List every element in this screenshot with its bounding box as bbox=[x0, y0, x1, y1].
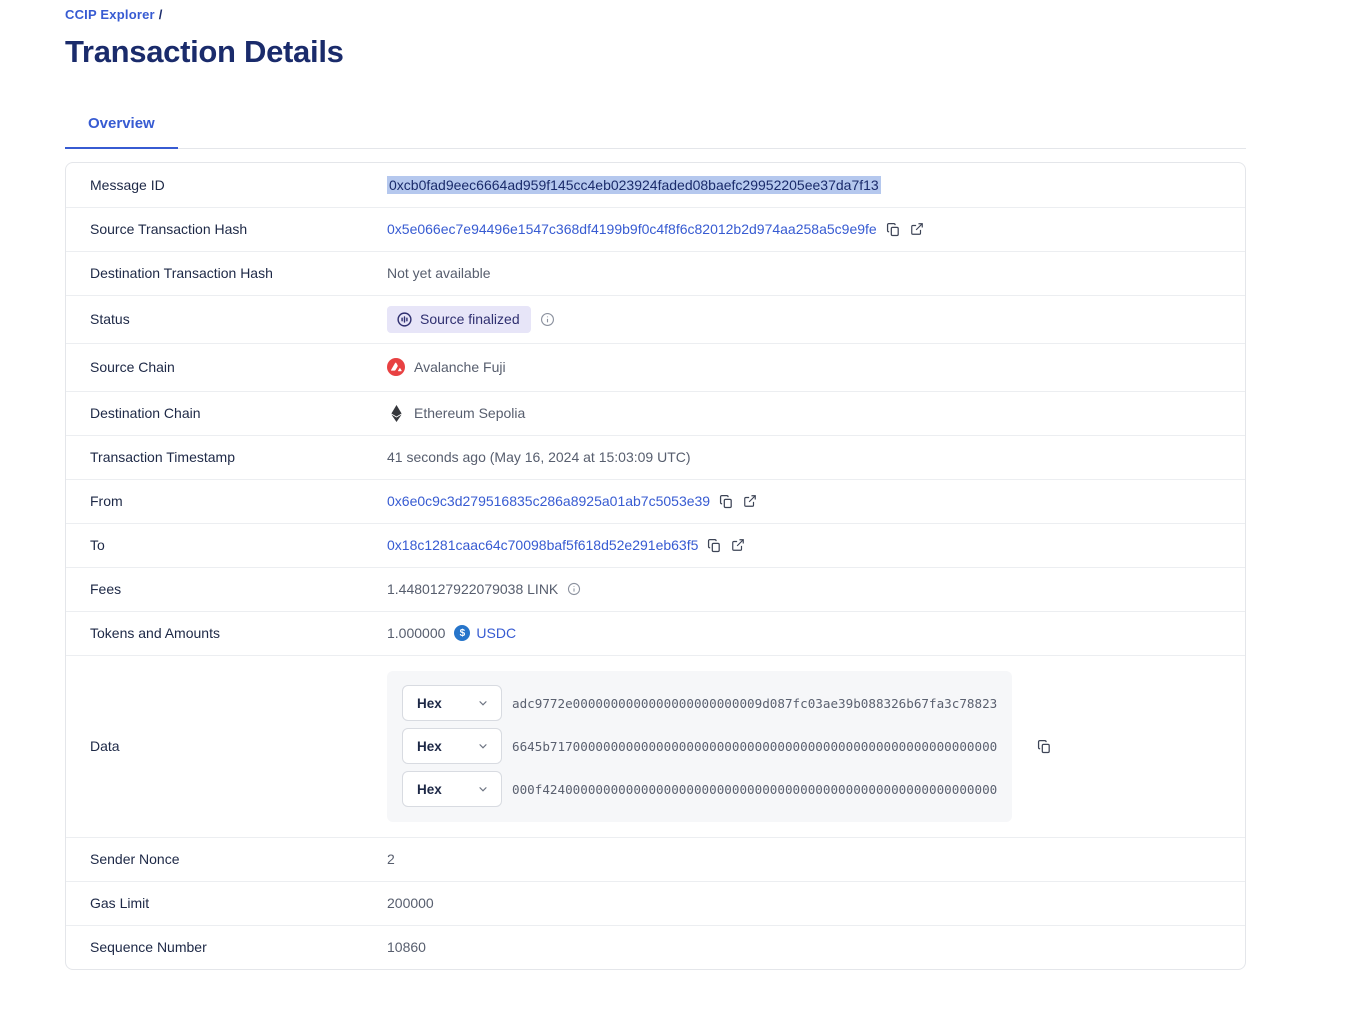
breadcrumb-separator: / bbox=[158, 7, 163, 22]
external-link-icon bbox=[731, 538, 745, 552]
data-label: Data bbox=[90, 738, 120, 755]
data-format-value: Hex bbox=[417, 695, 442, 711]
dest-chain-value: Ethereum Sepolia bbox=[414, 405, 526, 422]
row-sequence-number: Sequence Number 10860 bbox=[66, 924, 1245, 969]
status-progress-icon bbox=[396, 311, 413, 328]
details-table: Message ID 0xcb0fad9eec6664ad959f145cc4e… bbox=[65, 161, 1246, 970]
data-format-value: Hex bbox=[417, 738, 442, 754]
status-badge-text: Source finalized bbox=[420, 311, 520, 328]
info-icon bbox=[540, 312, 555, 327]
source-tx-hash-external-link-button[interactable] bbox=[910, 222, 924, 236]
page-title: Transaction Details bbox=[65, 34, 344, 69]
data-hex-line: 6645b71700000000000000000000000000000000… bbox=[512, 738, 998, 754]
data-format-select[interactable]: Hex bbox=[402, 685, 502, 722]
status-info-button[interactable] bbox=[540, 312, 555, 327]
external-link-icon bbox=[743, 494, 757, 508]
chevron-down-icon bbox=[477, 697, 489, 709]
dest-tx-hash-label: Destination Transaction Hash bbox=[90, 265, 273, 282]
info-icon bbox=[567, 582, 581, 596]
status-label: Status bbox=[90, 311, 130, 328]
ethereum-sepolia-icon bbox=[387, 404, 405, 422]
from-copy-button[interactable] bbox=[719, 494, 734, 509]
data-panel: Hex adc9772e0000000000000000000000009d08… bbox=[387, 670, 1013, 822]
gas-limit-label: Gas Limit bbox=[90, 895, 150, 912]
data-hex-line: 000f424000000000000000000000000000000000… bbox=[512, 781, 998, 797]
token-link-usdc[interactable]: USDC bbox=[476, 625, 517, 642]
from-external-link-button[interactable] bbox=[743, 494, 757, 508]
usdc-icon: $ bbox=[454, 625, 471, 642]
row-source-tx-hash: Source Transaction Hash 0x5e066ec7e94496… bbox=[66, 206, 1245, 251]
avalanche-fuji-icon bbox=[387, 358, 405, 377]
to-copy-button[interactable] bbox=[707, 538, 722, 553]
sequence-number-value: 10860 bbox=[387, 939, 426, 956]
dest-tx-hash-value: Not yet available bbox=[387, 265, 491, 282]
row-from: From 0x6e0c9c3d279516835c286a8925a01ab7c… bbox=[66, 478, 1245, 523]
row-timestamp: Transaction Timestamp 41 seconds ago (Ma… bbox=[66, 434, 1245, 479]
from-label: From bbox=[90, 493, 123, 510]
dest-chain-label: Destination Chain bbox=[90, 405, 201, 422]
sender-nonce-value: 2 bbox=[387, 851, 395, 868]
copy-icon bbox=[719, 494, 734, 509]
chevron-down-icon bbox=[477, 740, 489, 752]
to-label: To bbox=[90, 537, 105, 554]
source-tx-hash-copy-button[interactable] bbox=[886, 222, 901, 237]
data-line: Hex 6645b7170000000000000000000000000000… bbox=[402, 725, 997, 768]
row-source-chain: Source Chain Avalanche Fuji bbox=[66, 342, 1245, 391]
data-line: Hex 000f42400000000000000000000000000000… bbox=[402, 768, 997, 811]
row-tokens-and-amounts: Tokens and Amounts 1.000000 $ USDC bbox=[66, 610, 1245, 655]
row-gas-limit: Gas Limit 200000 bbox=[66, 880, 1245, 925]
tokens-label: Tokens and Amounts bbox=[90, 625, 220, 642]
tab-bar: Overview bbox=[65, 107, 1246, 149]
data-hex-line: adc9772e0000000000000000000000009d087fc0… bbox=[512, 695, 998, 711]
row-dest-chain: Destination Chain Ethereum Sepolia bbox=[66, 390, 1245, 435]
copy-icon bbox=[886, 222, 901, 237]
data-format-select[interactable]: Hex bbox=[402, 728, 502, 765]
breadcrumb-link-ccip-explorer[interactable]: CCIP Explorer bbox=[65, 7, 155, 22]
gas-limit-value: 200000 bbox=[387, 895, 434, 912]
row-message-id: Message ID 0xcb0fad9eec6664ad959f145cc4e… bbox=[66, 163, 1245, 207]
source-chain-label: Source Chain bbox=[90, 359, 175, 376]
copy-icon bbox=[707, 538, 722, 553]
to-address-link[interactable]: 0x18c1281caac64c70098baf5f618d52e291eb63… bbox=[387, 537, 699, 554]
from-address-link[interactable]: 0x6e0c9c3d279516835c286a8925a01ab7c5053e… bbox=[387, 493, 711, 510]
row-fees: Fees 1.4480127922079038 LINK bbox=[66, 566, 1245, 611]
copy-icon bbox=[1037, 739, 1052, 754]
tab-overview[interactable]: Overview bbox=[65, 107, 178, 149]
row-dest-tx-hash: Destination Transaction Hash Not yet ava… bbox=[66, 250, 1245, 295]
source-chain-value: Avalanche Fuji bbox=[414, 359, 506, 376]
external-link-icon bbox=[910, 222, 924, 236]
source-tx-hash-link[interactable]: 0x5e066ec7e94496e1547c368df4199b9f0c4f8f… bbox=[387, 221, 877, 238]
fees-label: Fees bbox=[90, 581, 122, 598]
data-format-value: Hex bbox=[417, 781, 442, 797]
data-copy-button[interactable] bbox=[1037, 739, 1052, 754]
row-status: Status Source finalized bbox=[66, 294, 1245, 343]
row-sender-nonce: Sender Nonce 2 bbox=[66, 836, 1245, 881]
token-amount: 1.000000 bbox=[387, 625, 446, 642]
sender-nonce-label: Sender Nonce bbox=[90, 851, 180, 868]
fees-info-button[interactable] bbox=[567, 582, 581, 596]
chevron-down-icon bbox=[477, 783, 489, 795]
timestamp-value: 41 seconds ago (May 16, 2024 at 15:03:09… bbox=[387, 449, 691, 466]
breadcrumb: CCIP Explorer / bbox=[65, 7, 1354, 22]
message-id-value: 0xcb0fad9eec6664ad959f145cc4eb023924fade… bbox=[387, 175, 881, 194]
message-id-label: Message ID bbox=[90, 176, 165, 193]
timestamp-label: Transaction Timestamp bbox=[90, 449, 235, 466]
fees-value: 1.4480127922079038 LINK bbox=[387, 581, 559, 598]
sequence-number-label: Sequence Number bbox=[90, 939, 207, 956]
transaction-details-page: CCIP Explorer / Transaction Details Overv… bbox=[65, 7, 1354, 970]
row-to: To 0x18c1281caac64c70098baf5f618d52e291e… bbox=[66, 522, 1245, 567]
status-badge: Source finalized bbox=[387, 305, 531, 333]
data-format-select[interactable]: Hex bbox=[402, 771, 502, 808]
to-external-link-button[interactable] bbox=[731, 538, 745, 552]
data-line: Hex adc9772e0000000000000000000000009d08… bbox=[402, 682, 997, 725]
row-data: Data Hex adc9772e00000000000000000000000… bbox=[66, 654, 1245, 837]
source-tx-hash-label: Source Transaction Hash bbox=[90, 221, 248, 238]
